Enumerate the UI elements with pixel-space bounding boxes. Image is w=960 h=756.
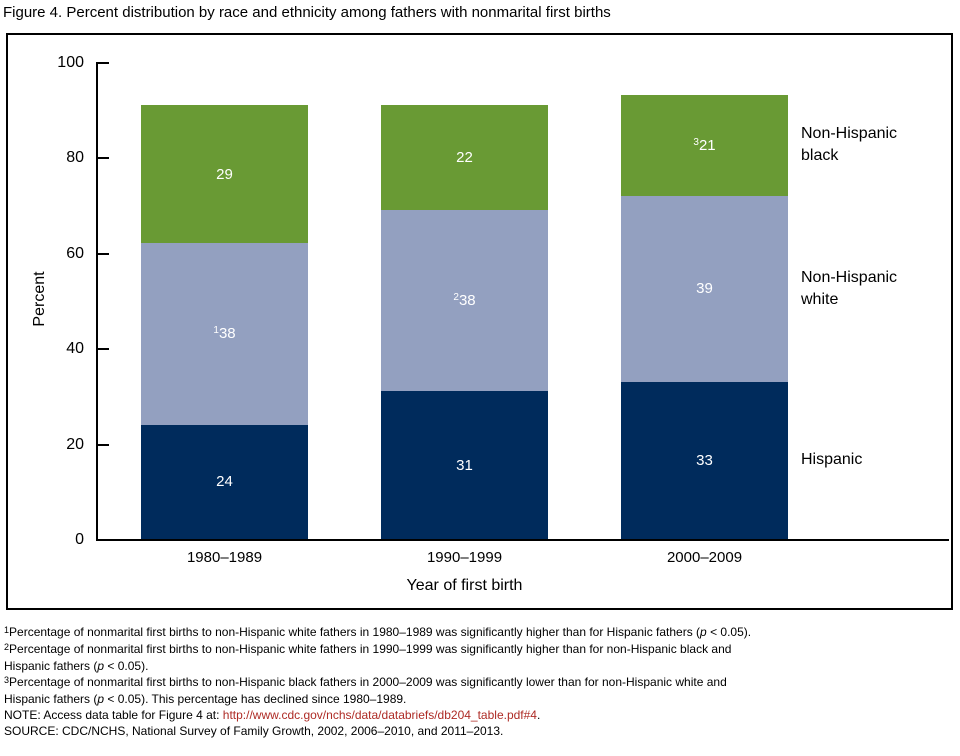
footnote-superscript: 3 — [4, 675, 10, 685]
bar-value-label: 138 — [213, 325, 236, 343]
footnote-line: Hispanic fathers (p < 0.05). — [4, 658, 954, 674]
legend-label-non-hispanic-white: Non-Hispanic — [801, 268, 898, 286]
y-tick-label: 80 — [66, 149, 84, 167]
bar-segment-hispanic: 24 — [141, 424, 308, 539]
bar-value-label: 238 — [453, 291, 476, 309]
footnote-text: < 0.05). — [104, 659, 149, 673]
y-tick-label: 0 — [75, 531, 84, 548]
y-axis-title: Percent — [31, 271, 48, 327]
bar-segment-non-hispanic-white: 138 — [141, 243, 308, 425]
bar-value-label: 39 — [696, 280, 713, 298]
x-tick-label: 1980–1989 — [186, 549, 263, 566]
footnote-line: NOTE: Access data table for Figure 4 at:… — [4, 707, 954, 723]
bar-value-label: 22 — [456, 148, 473, 166]
footnote-superscript: 1 — [4, 625, 10, 635]
y-axis-tick — [96, 443, 109, 446]
chart-frame: Percent 0 20 40 60 80 100 24 138 29 1980–1989 31 23… — [6, 33, 953, 610]
value-superscript: 3 — [693, 136, 699, 148]
y-axis-tick — [96, 157, 109, 160]
x-axis-title: Year of first birth — [406, 577, 523, 594]
footnote-text: Percentage of nonmarital first births to… — [9, 675, 727, 689]
y-axis-tick — [96, 252, 109, 255]
footnote-text: . — [536, 708, 541, 722]
footnote-text: NOTE: Access data table for Figure 4 at: — [4, 708, 223, 722]
footnote-text: Hispanic fathers ( — [4, 692, 98, 706]
bar-segment-non-hispanic-white: 39 — [621, 195, 788, 382]
x-axis-line — [96, 539, 949, 541]
legend-label-non-hispanic-white: white — [801, 290, 839, 308]
footnote-line: Hispanic fathers (p < 0.05). This percen… — [4, 691, 954, 707]
footnote-text: SOURCE: CDC/NCHS, National Survey of Fam… — [4, 724, 504, 738]
bar-segment-hispanic: 31 — [381, 391, 548, 539]
y-tick-label: 20 — [66, 435, 84, 453]
footnote-line: 1Percentage of nonmarital first births t… — [4, 624, 954, 641]
italic-p: p — [700, 625, 707, 639]
italic-p: p — [97, 692, 105, 706]
legend-label-hispanic: Hispanic — [801, 451, 863, 469]
bar-value-label: 24 — [216, 473, 233, 491]
bar-segment-non-hispanic-black: 321 — [621, 95, 788, 196]
y-tick-label: 100 — [57, 54, 84, 71]
y-tick-label: 40 — [66, 340, 84, 358]
footnote-text: Hispanic fathers ( — [4, 659, 98, 673]
bar-segment-non-hispanic-black: 29 — [141, 104, 308, 244]
bar-value-label: 29 — [216, 165, 233, 183]
bar-value-label: 33 — [696, 451, 713, 469]
footnote-line: 2Percentage of nonmarital first births t… — [4, 641, 954, 658]
bar-segment-non-hispanic-black: 22 — [381, 104, 548, 210]
bar-value-label: 31 — [456, 456, 473, 474]
bar-segment-non-hispanic-white: 238 — [381, 209, 548, 392]
legend-label-non-hispanic-black: black — [801, 147, 839, 165]
y-axis-line — [96, 62, 98, 541]
footnote-text: < 0.05). — [706, 625, 752, 639]
legend-label-non-hispanic-black: Non-Hispanic — [801, 125, 898, 143]
footnote-text: Percentage of nonmarital first births to… — [9, 625, 701, 639]
footnote-line: 3Percentage of nonmarital first births t… — [4, 674, 954, 691]
footnote-superscript: 2 — [4, 642, 10, 652]
x-tick-label: 1990–1999 — [426, 549, 503, 566]
figure-title: Figure 4. Percent distribution by race a… — [3, 4, 611, 21]
footnote-line: SOURCE: CDC/NCHS, National Survey of Fam… — [4, 723, 954, 739]
y-tick-label: 60 — [66, 244, 84, 262]
y-axis-tick — [96, 348, 109, 351]
bar-value-label: 321 — [693, 136, 716, 154]
italic-p: p — [97, 659, 105, 673]
data-table-link[interactable]: http://www.cdc.gov/nchs/data/databriefs/… — [222, 708, 537, 722]
value-superscript: 1 — [213, 325, 219, 337]
footnote-text: < 0.05). This percentage has declined si… — [104, 692, 407, 706]
y-axis-tick — [96, 62, 109, 64]
footnotes: 1Percentage of nonmarital first births t… — [4, 624, 954, 739]
bar-segment-hispanic: 33 — [621, 381, 788, 539]
footnote-text: Percentage of nonmarital first births to… — [9, 642, 732, 656]
value-superscript: 2 — [453, 291, 459, 303]
x-tick-label: 2000–2009 — [666, 549, 743, 566]
